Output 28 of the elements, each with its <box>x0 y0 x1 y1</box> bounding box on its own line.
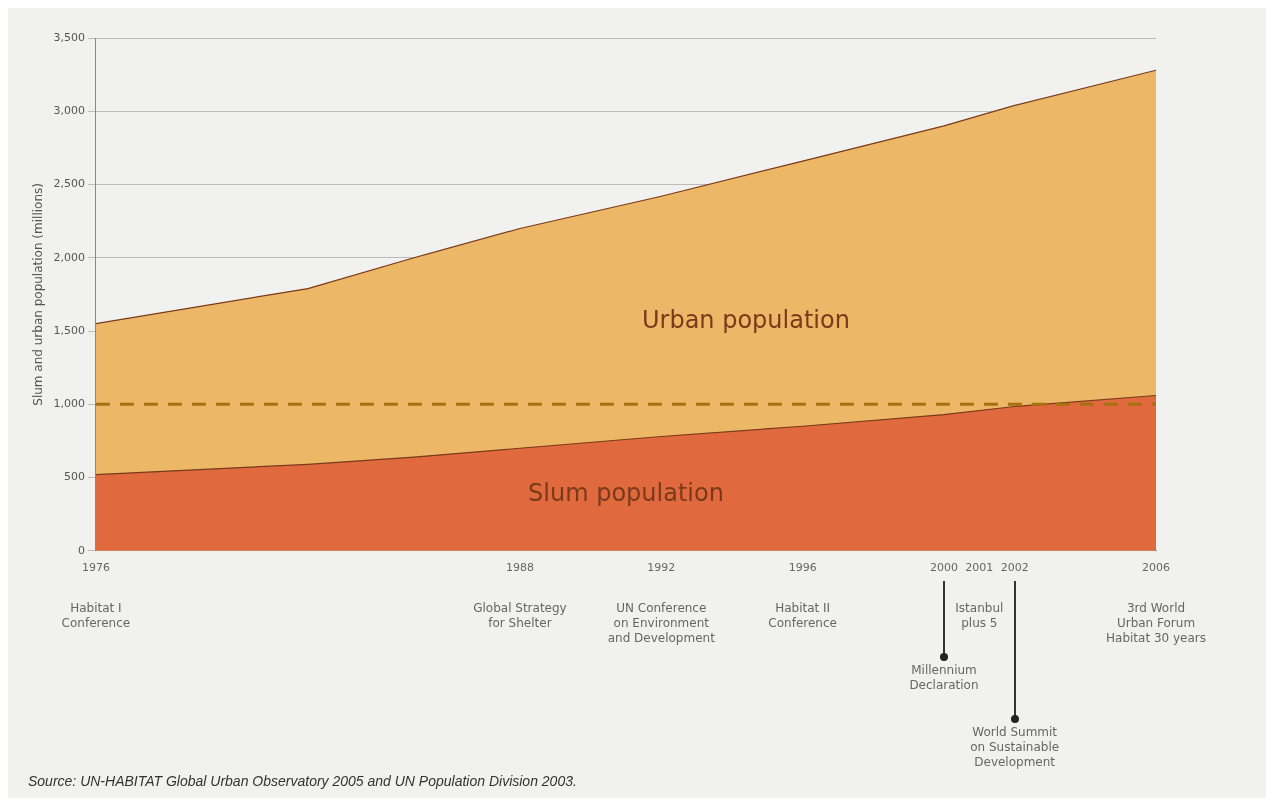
y-axis-title: Slum and urban population (millions) <box>31 183 46 406</box>
text: Global Strategy for Shelter <box>473 600 567 630</box>
x-tick-label: 2000 <box>929 561 958 575</box>
series-label: Slum population <box>528 479 724 508</box>
x-tick-label: 2001 <box>965 561 994 575</box>
y-tick-label: 2,500 <box>53 177 85 191</box>
text: Habitat II Conference <box>768 600 837 630</box>
x-tick-label: 1976 <box>81 561 110 575</box>
y-tick-label: 500 <box>63 470 85 484</box>
series-label: Urban population <box>641 306 850 335</box>
text: Habitat I Conference <box>61 600 131 630</box>
y-tick-label: 2,000 <box>53 250 85 264</box>
y-tick-label: 1,500 <box>53 323 85 337</box>
y-tick-label: 0 <box>77 543 85 557</box>
x-tick-label: 2002 <box>1000 561 1029 575</box>
x-tick-label: 1988 <box>505 561 534 575</box>
text: UN Conference on Environment and Development <box>607 600 716 645</box>
text: 3rd World Urban Forum Habitat 30 years <box>1105 600 1207 645</box>
x-tick-label: 1996 <box>788 561 817 575</box>
text: Millennium Declaration <box>909 662 979 692</box>
text: World Summit on Sustainable Development <box>970 724 1060 769</box>
y-tick-label: 1,000 <box>53 397 85 411</box>
source-note: Source: UN-HABITAT Global Urban Observatory 2005 and UN Population Division 2003. <box>28 773 577 789</box>
x-tick-label: 1992 <box>647 561 676 575</box>
text: Istanbul plus 5 <box>955 600 1004 630</box>
y-tick-label: 3,000 <box>53 104 85 118</box>
y-tick-label: 3,500 <box>53 30 85 44</box>
x-tick-label: 2006 <box>1142 561 1170 575</box>
